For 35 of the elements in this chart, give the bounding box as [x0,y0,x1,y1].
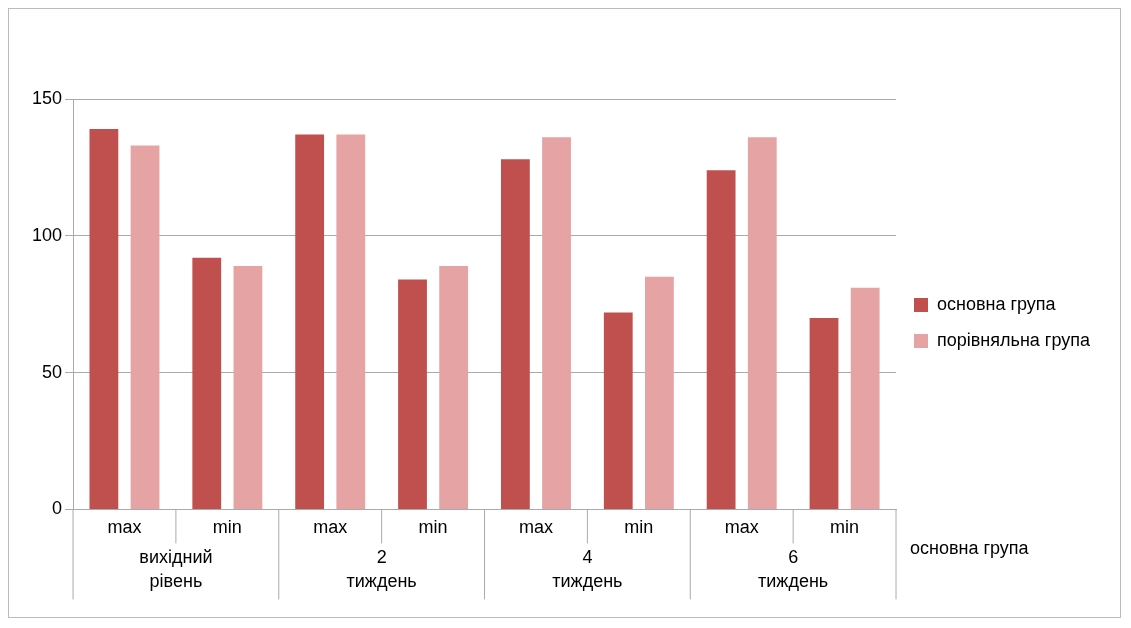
bar [336,134,366,509]
bar [233,265,263,509]
y-tick-label: 150 [31,87,63,108]
y-tick-label: 0 [52,498,63,519]
x-tick-label: max [107,517,142,538]
text: 4 тиждень [552,547,623,592]
bar [192,257,222,509]
bar [809,317,839,509]
x-tick-label: max [724,517,759,538]
legend-label: основна група [937,293,1057,314]
bar [645,276,674,509]
bar [747,137,777,509]
bar [542,137,571,509]
x-tick-label: min [418,517,448,538]
bar [500,159,530,509]
text: 6 тиждень [758,547,829,592]
bar [439,265,469,509]
legend-label: порівняльна група [937,329,1091,350]
bar [130,145,160,509]
x-tick-label: min [212,517,242,538]
bar [295,134,325,509]
bar [850,287,880,509]
text: 2 тиждень [346,547,417,592]
bar [89,129,119,509]
bar [706,170,736,509]
x-tick-label: min [830,517,860,538]
bar [603,312,633,509]
y-tick-label: 50 [42,361,63,382]
bar [398,279,427,509]
x-tick-label: min [624,517,654,538]
x-tick-label: max [313,517,348,538]
text: вихідний рівень [139,547,213,592]
text: основна група [910,538,1030,559]
y-tick-label: 100 [31,224,63,245]
x-tick-label: max [518,517,553,538]
